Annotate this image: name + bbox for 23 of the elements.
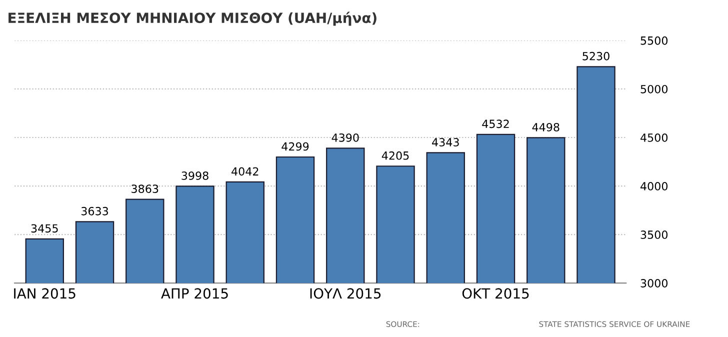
y-tick-label: 5500 bbox=[640, 36, 668, 45]
y-tick-label: 3000 bbox=[640, 279, 668, 288]
x-tick-label: ΙΟΥΛ 2015 bbox=[310, 288, 381, 299]
x-tick-label: ΟΚΤ 2015 bbox=[462, 288, 529, 299]
data-label: 4343 bbox=[432, 138, 459, 146]
data-label: 3863 bbox=[132, 184, 158, 193]
y-tick-label: 5000 bbox=[640, 84, 668, 94]
data-label: 3633 bbox=[81, 206, 108, 216]
data-label: 4498 bbox=[532, 122, 560, 132]
data-label: 4532 bbox=[482, 120, 509, 128]
x-tick-label: ΙΑΝ 2015 bbox=[14, 288, 76, 299]
data-label: 3998 bbox=[182, 171, 208, 180]
chart-title: ΕΞΕΛΙΞΗ ΜΕΣΟΥ ΜΗΝΙΑΙΟΥ ΜΙΣΘΟΥ (UAH/μήνα) bbox=[8, 12, 376, 26]
data-label: 3455 bbox=[31, 224, 58, 233]
data-label: 4299 bbox=[282, 142, 309, 151]
y-tick-label: 4000 bbox=[640, 182, 668, 190]
y-tick-label: 3500 bbox=[640, 230, 668, 239]
y-tick-label: 4500 bbox=[640, 133, 668, 142]
x-tick-label: ΑΠΡ 2015 bbox=[161, 288, 228, 299]
data-label: 4390 bbox=[332, 133, 359, 142]
data-label: 5230 bbox=[582, 52, 610, 60]
data-label: 4205 bbox=[382, 151, 409, 160]
data-label: 4042 bbox=[232, 167, 258, 176]
